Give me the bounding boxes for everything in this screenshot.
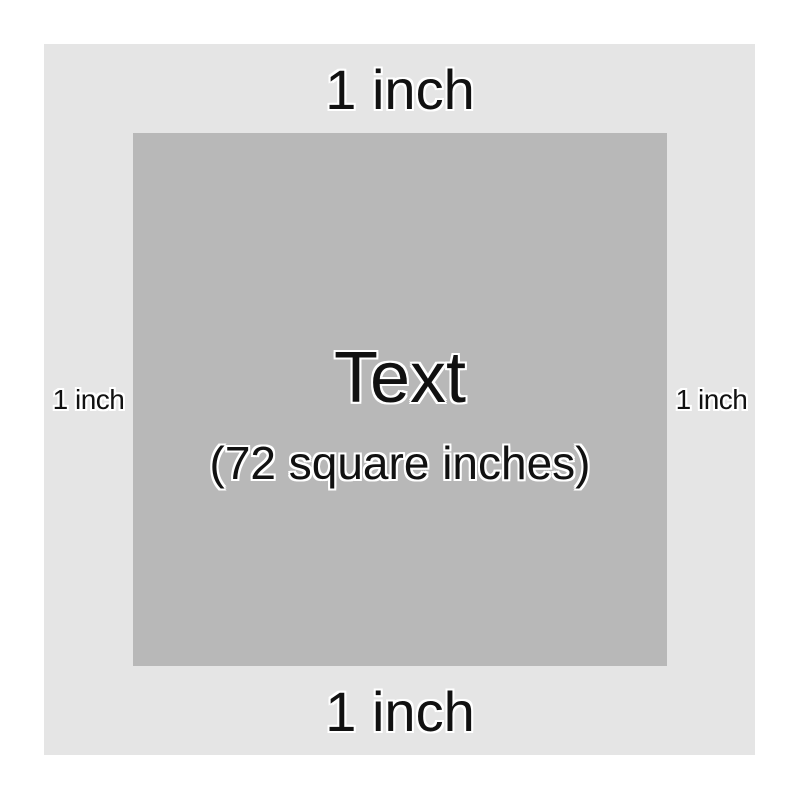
left-margin-label: 1 inch [52,384,125,415]
top-margin-label: 1 inch [325,58,475,121]
bottom-margin-label: 1 inch [325,680,475,743]
right-margin-label: 1 inch [675,384,748,415]
text-area-subtitle: (72 square inches) [209,437,591,489]
text-area [133,133,667,666]
text-area-title: Text [333,338,467,418]
